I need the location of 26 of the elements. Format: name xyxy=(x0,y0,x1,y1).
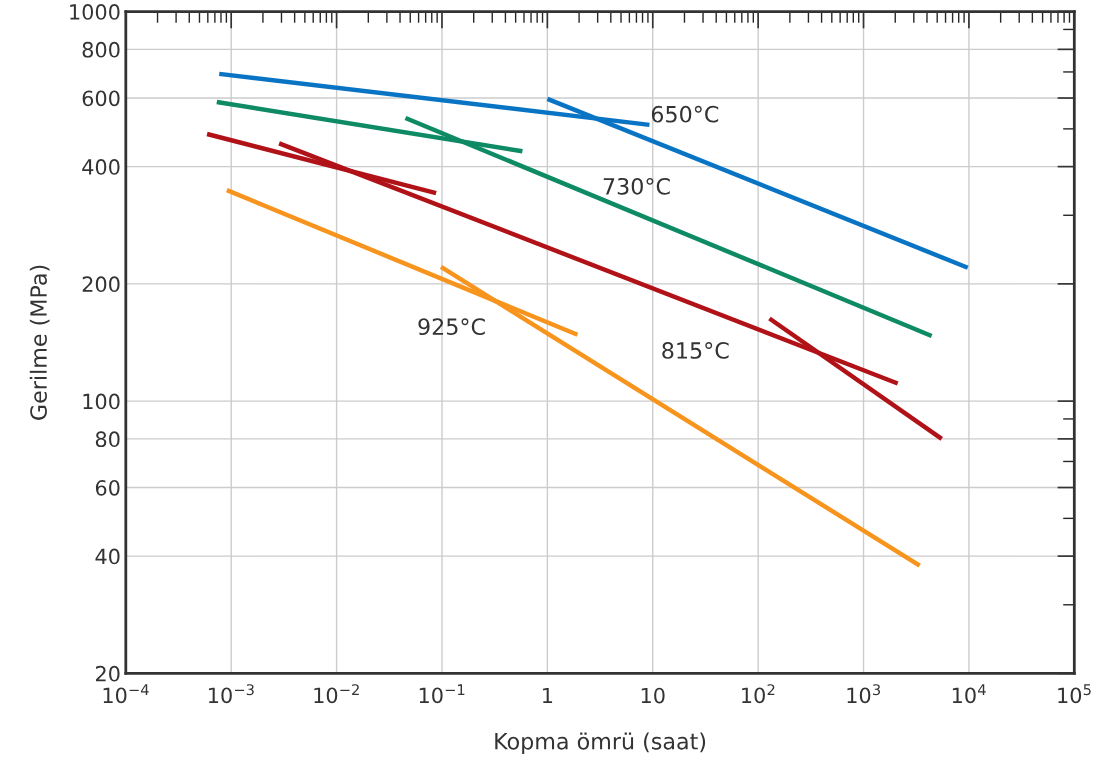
x-tick-label: 10$^{−4}$ xyxy=(103,684,149,704)
x-axis-title: Kopma ömrü (saat) xyxy=(495,732,706,754)
y-axis-title: Gerilme (MPa) xyxy=(29,265,50,420)
y-tick-label: 600 xyxy=(82,90,120,107)
y-tick-label: 800 xyxy=(82,41,120,58)
annotation: 650°C xyxy=(651,105,719,123)
x-tick-label: 10 xyxy=(641,687,665,704)
x-tick-label: 10$^{2}$ xyxy=(742,684,775,704)
x-tick-label: 10$^{−3}$ xyxy=(209,684,254,704)
x-tick-label: 1 xyxy=(543,687,553,704)
y-tick-label: 200 xyxy=(82,276,120,293)
y-tick-label: 400 xyxy=(82,159,120,175)
x-tick-label: 10$^{−2}$ xyxy=(314,684,359,704)
y-tick-label: 40 xyxy=(95,548,120,565)
y-tick-label: 1000 xyxy=(70,4,120,20)
y-tick-label: 60 xyxy=(95,479,120,496)
x-tick-label: 10$^{5}$ xyxy=(1058,684,1091,704)
annotation: 925°C xyxy=(418,318,485,336)
y-tick-label: 80 xyxy=(95,431,120,448)
x-tick-label: 10$^{−1}$ xyxy=(419,684,465,704)
x-tick-label: 10$^{3}$ xyxy=(847,684,881,704)
y-tick-label: 20 xyxy=(95,665,120,682)
y-tick-label: 100 xyxy=(83,393,120,410)
annotation: 815°C xyxy=(662,342,729,359)
annotation: 730°C xyxy=(603,177,670,195)
x-tick-label: 10$^{4}$ xyxy=(952,684,986,704)
